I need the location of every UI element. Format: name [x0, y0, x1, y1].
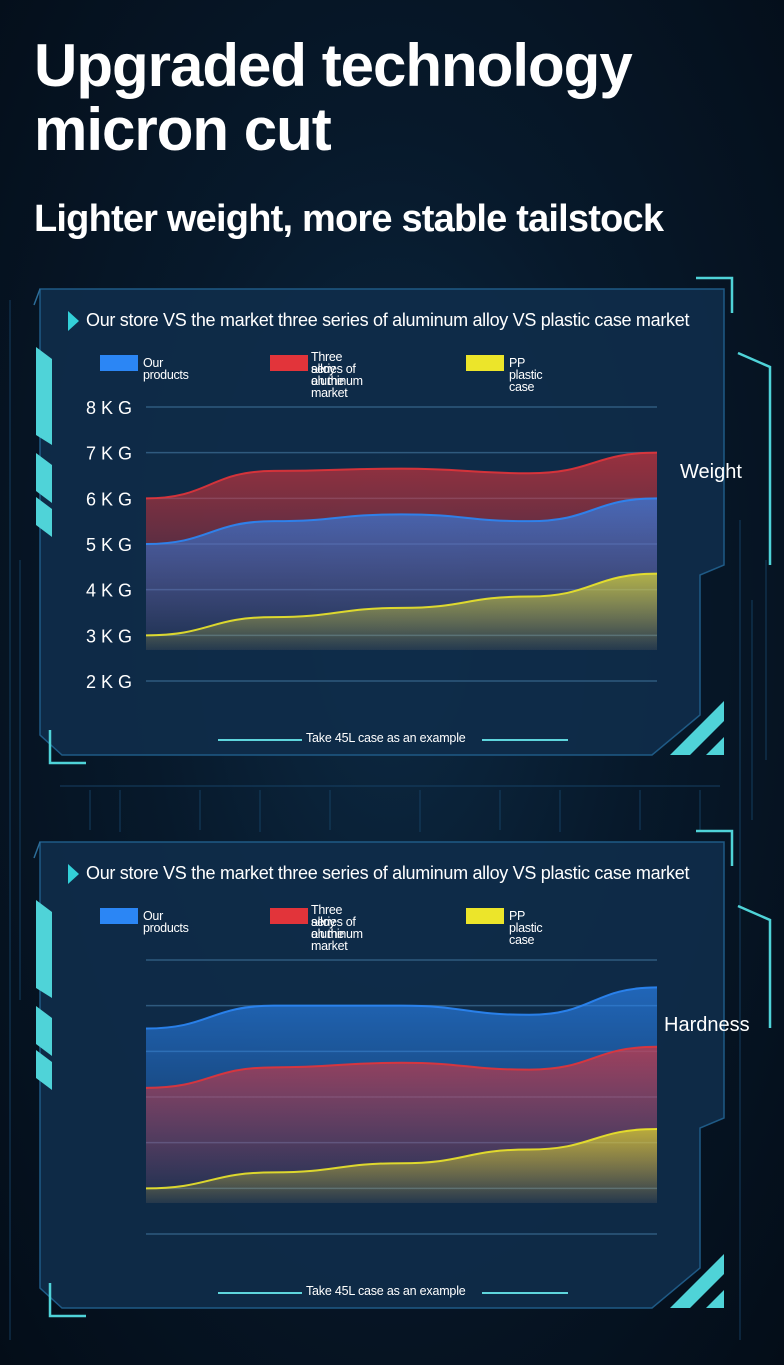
legend-swatch-red [270, 908, 308, 924]
page-subtitle: Lighter weight, more stable tailstock [34, 198, 664, 240]
y-tick-label: 4KG [86, 581, 137, 601]
title-marker-icon [68, 311, 79, 331]
hardness-area-chart [145, 959, 658, 1235]
weight-label: Weight [680, 461, 742, 483]
chart-title: Our store VS the market three series of … [86, 310, 690, 330]
footnote-text: Take 45L case as an example [306, 731, 466, 745]
footnote-rule-left [218, 739, 302, 741]
footnote-text: Take 45L case as an example [306, 1284, 466, 1298]
title-line-1: Upgraded technology [34, 32, 633, 99]
footnote-rule-right [482, 739, 568, 741]
series-line [145, 1127, 658, 1190]
series-area [146, 1128, 657, 1203]
footnote: Take 45L case as an example [0, 1284, 784, 1300]
title-marker-icon [68, 864, 79, 884]
y-tick-label: 7KG [86, 444, 137, 464]
series-line [145, 497, 658, 545]
legend-swatch-yellow [466, 908, 504, 924]
legend-swatch-blue [100, 355, 138, 371]
y-tick-label: 5KG [86, 535, 137, 555]
y-tick-label: 8KG [86, 398, 137, 418]
y-tick-label: 3KG [86, 626, 137, 646]
series-line [145, 572, 658, 637]
title-line-2: micron cut [34, 96, 332, 163]
series-line [145, 451, 658, 500]
series-line [145, 1045, 658, 1089]
legend-swatch-yellow [466, 355, 504, 371]
page-title: Upgraded technology micron cut [34, 32, 633, 163]
y-tick-label: 2KG [86, 672, 137, 692]
hardness-label: Hardness [664, 1014, 750, 1036]
series-line [145, 986, 658, 1030]
hardness-chart-panel: Our store VS the market three series of … [0, 828, 784, 1328]
legend-swatch-red [270, 355, 308, 371]
footnote-rule-right [482, 1292, 568, 1294]
footnote: Take 45L case as an example [0, 731, 784, 747]
weight-chart-panel: Our store VS the market three series of … [0, 275, 784, 775]
y-tick-label: 6KG [86, 489, 137, 509]
legend-swatch-blue [100, 908, 138, 924]
footnote-rule-left [218, 1292, 302, 1294]
series-area [146, 573, 657, 650]
weight-area-chart: 8KG 7KG 6KG 5KG 4KG 3KG 2KG [86, 398, 658, 692]
chart-title: Our store VS the market three series of … [86, 863, 690, 883]
